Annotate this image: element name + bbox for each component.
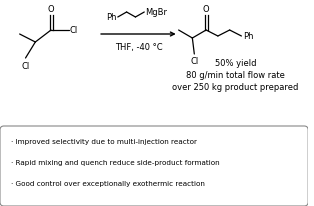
Text: · Improved selectivity due to multi-injection reactor: · Improved selectivity due to multi-inje…: [11, 139, 197, 145]
Text: Cl: Cl: [70, 26, 78, 34]
Text: over 250 kg product prepared: over 250 kg product prepared: [172, 82, 299, 91]
Text: · Good control over exceptionally exothermic reaction: · Good control over exceptionally exothe…: [11, 181, 205, 187]
Text: O: O: [48, 5, 54, 14]
Text: Cl: Cl: [21, 62, 30, 71]
Text: Ph: Ph: [243, 32, 254, 41]
Text: MgBr: MgBr: [145, 7, 167, 16]
Text: Ph: Ph: [106, 13, 117, 21]
Text: Cl: Cl: [190, 57, 198, 66]
FancyBboxPatch shape: [0, 126, 308, 206]
Text: 80 g/min total flow rate: 80 g/min total flow rate: [186, 70, 285, 80]
Text: · Rapid mixing and quench reduce side-product formation: · Rapid mixing and quench reduce side-pr…: [11, 160, 219, 166]
Text: 50% yield: 50% yield: [215, 59, 256, 68]
Text: O: O: [203, 5, 209, 14]
Text: THF, -40 °C: THF, -40 °C: [115, 42, 162, 52]
